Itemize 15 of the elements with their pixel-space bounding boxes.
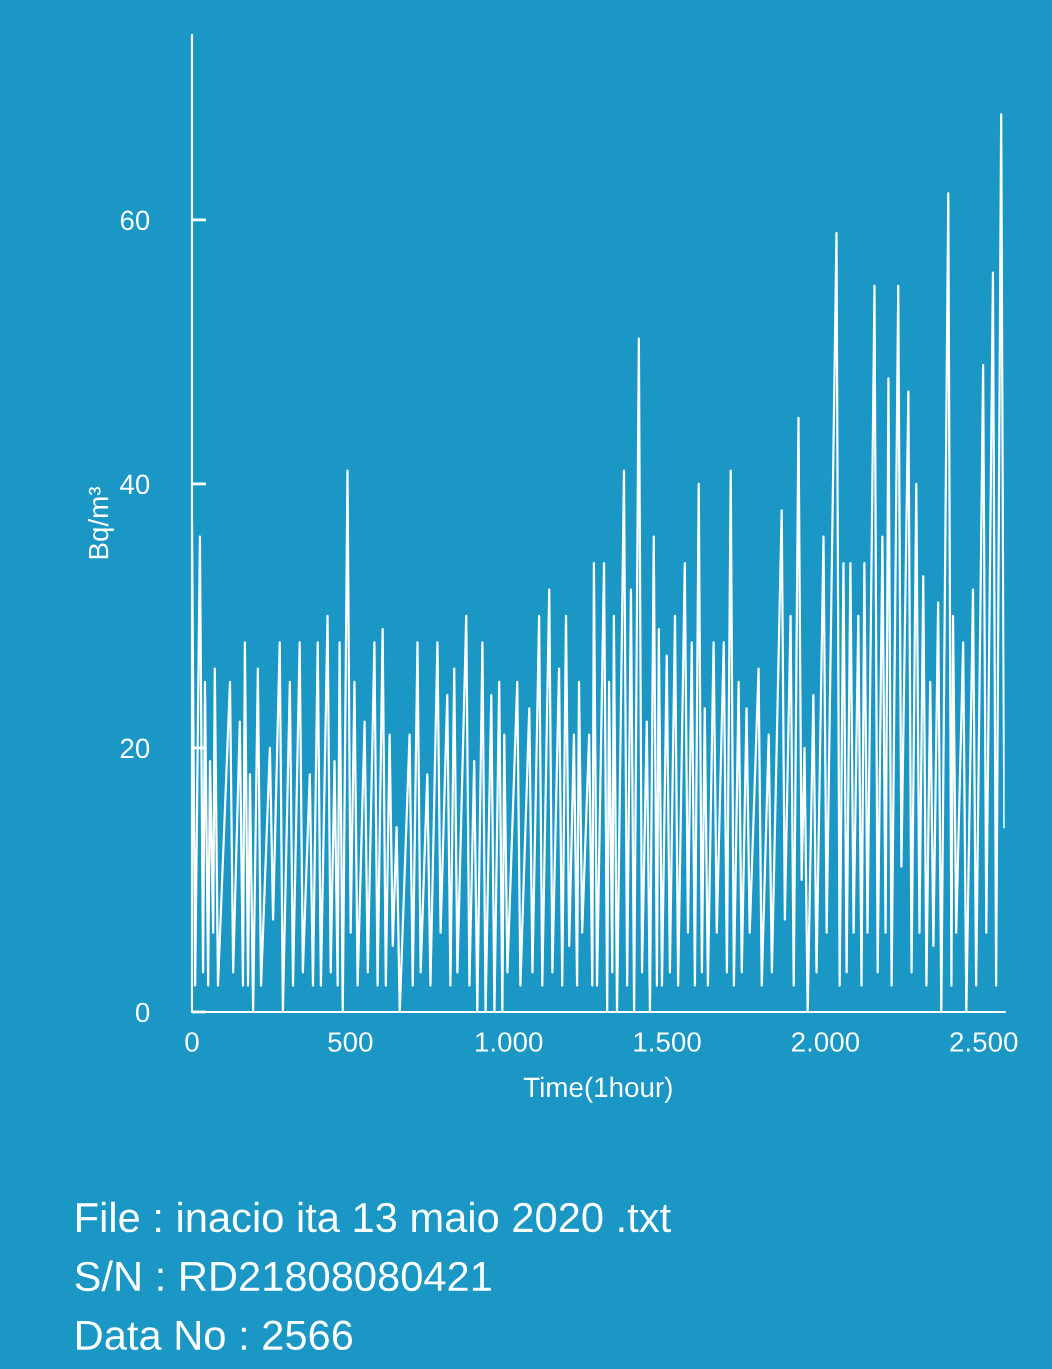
text: S/N : RD21808080421 bbox=[75, 1260, 491, 1292]
x-tick-label: 1.000 bbox=[476, 1032, 543, 1052]
y-tick-label: 60 bbox=[120, 210, 150, 231]
y-tick-label: 0 bbox=[135, 1002, 150, 1023]
x-tick-label: 2.000 bbox=[792, 1032, 860, 1052]
y-tick-label: 20 bbox=[120, 738, 150, 759]
y-tick-label: 40 bbox=[120, 474, 150, 495]
x-tick-label: 1.500 bbox=[634, 1032, 701, 1052]
x-tick-label: 500 bbox=[328, 1032, 373, 1052]
text: Data No : 2566 bbox=[77, 1320, 353, 1351]
x-tick-label: 0 bbox=[185, 1032, 199, 1052]
y-axis-title: Bq/m³ bbox=[87, 487, 114, 559]
x-tick-label: 2.500 bbox=[950, 1032, 1018, 1052]
x-axis-title: Time(1hour) bbox=[523, 1076, 672, 1103]
text: File : inacio ita 13 maio 2020 .txt bbox=[77, 1201, 671, 1233]
